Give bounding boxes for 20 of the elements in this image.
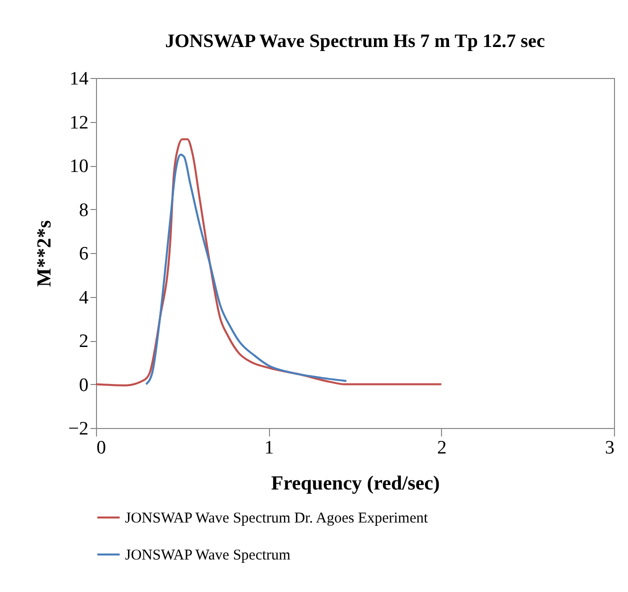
line-series [145,154,348,386]
x-tick-label: 2 [437,438,447,458]
line-series [95,138,442,386]
legend-label: JONSWAP Wave Spectrum Dr. Agoes Experiment [125,510,429,526]
chart-title: JONSWAP Wave Spectrum Hs 7 m Tp 12.7 sec [165,31,545,52]
x-axis-title: Frequency (red/sec) [271,472,440,494]
x-tick-label: 1 [264,438,274,458]
y-tick-label: 14 [70,68,89,90]
y-tick-label: 10 [70,156,88,177]
y-tick-label: −2 [68,418,88,440]
y-tick-label: 12 [70,112,88,134]
y-tick-label: 0 [79,374,88,396]
y-tick-label: 6 [79,244,88,264]
x-tick-label: 0 [96,438,106,458]
legend-label: JONSWAP Wave Spectrum [125,548,291,564]
x-tick-label: 3 [605,438,614,458]
y-tick-label: 8 [79,200,88,221]
y-tick-label: 2 [79,331,88,352]
y-tick-label: 4 [79,287,89,308]
y-axis-title: M**2*s [33,220,56,287]
